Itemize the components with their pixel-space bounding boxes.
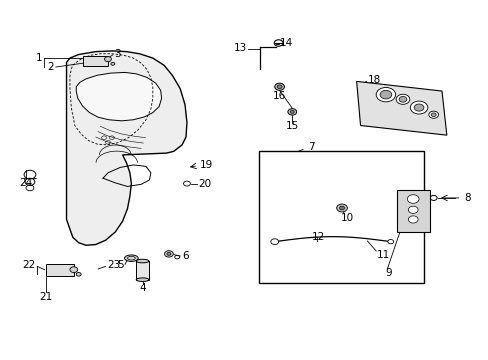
Ellipse shape (136, 259, 149, 263)
Circle shape (76, 273, 81, 276)
Circle shape (339, 206, 344, 210)
Text: 10: 10 (340, 213, 353, 222)
Text: 11: 11 (376, 249, 389, 260)
Bar (396, 190, 429, 232)
Text: 23: 23 (107, 260, 120, 270)
Text: 13: 13 (233, 43, 246, 53)
Circle shape (398, 96, 406, 102)
Circle shape (290, 111, 294, 113)
Bar (45, 264, 74, 276)
Circle shape (274, 83, 284, 90)
Circle shape (287, 109, 296, 115)
Polygon shape (66, 51, 186, 245)
Text: 2: 2 (48, 62, 54, 72)
Circle shape (407, 206, 417, 213)
Circle shape (428, 111, 438, 118)
Circle shape (104, 57, 111, 62)
Circle shape (336, 204, 346, 212)
Circle shape (413, 104, 423, 111)
Text: 24: 24 (20, 178, 33, 188)
Text: 15: 15 (285, 121, 298, 131)
Text: 20: 20 (198, 179, 211, 189)
Text: 7: 7 (308, 142, 314, 152)
Circle shape (277, 85, 282, 89)
Bar (259, 151, 423, 283)
Circle shape (387, 239, 393, 244)
Circle shape (164, 251, 173, 257)
Circle shape (111, 62, 115, 65)
Text: 6: 6 (182, 251, 188, 261)
Circle shape (70, 267, 78, 273)
Circle shape (375, 87, 395, 102)
Text: 3: 3 (114, 49, 120, 59)
Text: 21: 21 (39, 292, 52, 302)
Circle shape (270, 239, 278, 244)
Text: 5: 5 (117, 260, 123, 270)
Bar (82, 56, 108, 66)
Circle shape (407, 195, 418, 203)
Circle shape (395, 94, 409, 104)
Circle shape (407, 216, 417, 223)
Bar (136, 261, 149, 280)
Circle shape (166, 252, 170, 255)
Circle shape (430, 113, 435, 117)
Text: 8: 8 (463, 193, 469, 203)
Circle shape (409, 101, 427, 114)
Circle shape (379, 90, 391, 99)
Text: 4: 4 (140, 283, 146, 293)
Polygon shape (356, 81, 446, 135)
Text: 22: 22 (22, 260, 36, 270)
Text: 12: 12 (311, 232, 325, 242)
Text: 14: 14 (279, 38, 292, 48)
Text: 9: 9 (384, 267, 391, 278)
Text: 18: 18 (366, 75, 380, 85)
Ellipse shape (136, 278, 149, 282)
Text: 19: 19 (199, 160, 212, 170)
Text: 16: 16 (272, 91, 285, 101)
Ellipse shape (124, 255, 138, 261)
Text: 1: 1 (36, 53, 42, 63)
Polygon shape (76, 72, 161, 121)
Text: 17: 17 (384, 97, 397, 107)
